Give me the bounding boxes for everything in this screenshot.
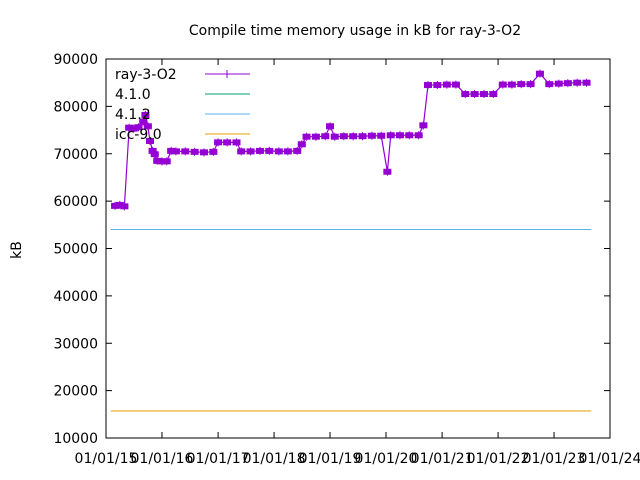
y-axis-label: kB [9,241,25,259]
data-point-marker [255,146,264,155]
plot-frame [105,58,611,439]
data-point-marker [321,132,330,141]
legend: ray-3-O2 4.1.0 4.1.2 icc-9.0 [115,67,250,143]
y-ticks: 10000 20000 30000 40000 50000 60000 70000 80000… [53,52,610,447]
data-point-marker [433,81,442,90]
data-point-marker [311,132,320,141]
y-tick-label: 70000 [53,147,98,163]
data-point-marker [358,132,367,141]
y-tick-label: 60000 [53,194,98,210]
data-point-marker [139,117,148,126]
data-point-marker [223,138,232,147]
data-point-marker [162,157,171,166]
series-layer [110,69,592,412]
data-point-marker [535,69,544,78]
data-point-marker [526,80,535,89]
data-point-marker [395,131,404,140]
data-point-marker [150,150,159,159]
x-tick-label: 01/01/19 [299,451,362,467]
data-point-marker [461,90,470,99]
data-point-marker [146,136,155,145]
x-tick-label: 01/01/17 [187,451,250,467]
x-tick-label: 01/01/21 [411,451,474,467]
data-point-marker [339,132,348,141]
data-point-marker [349,132,358,141]
legend-marker [223,70,231,78]
data-point-marker [190,147,199,156]
data-point-marker [383,167,392,176]
data-point-marker [367,131,376,140]
legend-label: ray-3-O2 [115,67,177,83]
data-point-marker [545,80,554,89]
data-point-marker [489,90,498,99]
data-point-marker [141,110,150,119]
data-point-marker [498,80,507,89]
data-point-marker [120,202,129,211]
x-tick-label: 01/01/24 [579,451,640,467]
x-tick-label: 01/01/23 [523,451,586,467]
data-point-marker [479,90,488,99]
y-tick-label: 50000 [53,242,98,258]
data-point-marker [582,78,591,87]
data-point-marker [283,147,292,156]
x-tick-label: 01/01/16 [131,451,194,467]
x-tick-label: 01/01/18 [243,451,306,467]
x-tick-label: 01/01/22 [467,451,530,467]
data-point-marker [423,81,432,90]
data-point-marker [563,79,572,88]
data-point-marker [517,80,526,89]
y-tick-label: 10000 [53,431,98,447]
legend-label: icc-9.0 [115,127,162,143]
data-point-marker [330,132,339,141]
data-point-marker [214,138,223,147]
data-point-marker [143,122,152,131]
legend-label: 4.1.2 [115,107,151,123]
data-point-marker [377,131,386,140]
data-point-marker [199,148,208,157]
series-line-0 [114,72,587,208]
data-point-marker [326,122,335,131]
data-point-marker [414,131,423,140]
legend-label: 4.1.0 [115,87,151,103]
x-tick-label: 01/01/20 [355,451,418,467]
data-point-marker [573,78,582,87]
data-point-marker [386,131,395,140]
data-point-marker [442,80,451,89]
data-point-marker [246,147,255,156]
data-point-marker [209,147,218,156]
x-tick-label: 01/01/15 [75,451,138,467]
data-point-marker [297,140,306,149]
chart-title: Compile time memory usage in kB for ray-… [189,23,521,39]
data-point-marker [451,80,460,89]
y-tick-label: 40000 [53,289,98,305]
data-point-marker [134,123,143,132]
data-point-marker [293,146,302,155]
data-point-marker [181,147,190,156]
x-ticks: 01/01/1501/01/1601/01/1701/01/1801/01/19… [75,59,640,467]
data-point-marker [470,90,479,99]
y-tick-label: 30000 [53,336,98,352]
data-point-marker [405,131,414,140]
y-tick-label: 20000 [53,384,98,400]
data-point-marker [554,79,563,88]
data-point-marker [302,132,311,141]
data-point-marker [507,80,516,89]
data-point-marker [419,121,428,130]
data-point-marker [265,146,274,155]
data-point-marker [232,138,241,147]
y-tick-label: 90000 [53,52,98,68]
y-tick-label: 80000 [53,99,98,115]
data-point-marker [171,147,180,156]
data-point-marker [274,147,283,156]
data-point-marker [237,147,246,156]
